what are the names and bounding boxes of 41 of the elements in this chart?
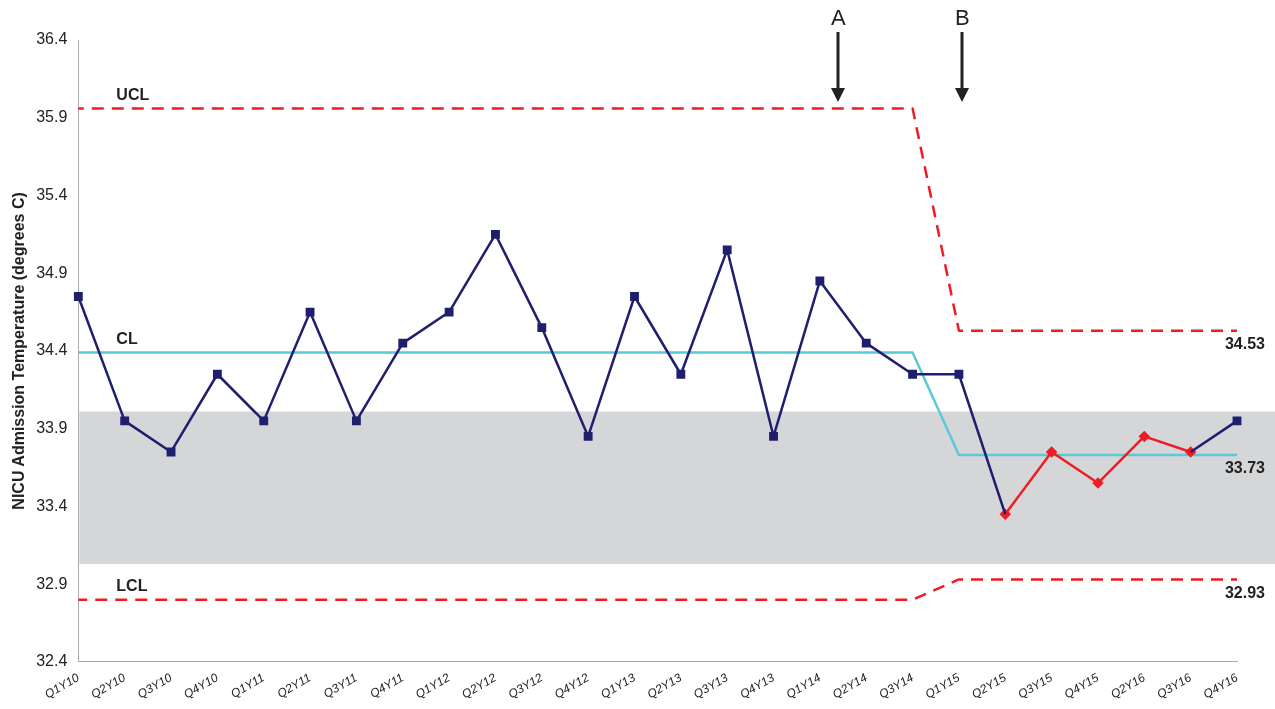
y-tick-label: 33.4 xyxy=(36,496,68,514)
point xyxy=(537,323,547,333)
text: B xyxy=(955,5,970,31)
point xyxy=(1092,477,1104,489)
point xyxy=(630,292,639,301)
point xyxy=(212,369,222,379)
y-tick-label: 32.9 xyxy=(36,574,68,592)
data-label: 33.73 xyxy=(1224,459,1266,477)
y-tick-label: 35.4 xyxy=(36,185,68,203)
point xyxy=(908,369,918,379)
point xyxy=(1046,446,1057,458)
y-tick-label: 32.4 xyxy=(36,652,68,670)
point xyxy=(861,338,871,348)
text: A xyxy=(831,5,847,31)
y-tick-label: 33.9 xyxy=(36,419,68,437)
point xyxy=(305,307,315,317)
y-tick-label: 34.4 xyxy=(36,341,68,359)
data-label: 34.53 xyxy=(1224,335,1266,353)
point xyxy=(1139,431,1150,442)
y-tick-label: 35.9 xyxy=(36,108,68,126)
point xyxy=(351,416,361,426)
point xyxy=(583,432,593,441)
point xyxy=(259,416,269,426)
point xyxy=(120,416,130,426)
y-axis-title: NICU Admission Temperature (degrees C) xyxy=(10,192,28,510)
point xyxy=(954,369,964,379)
point xyxy=(491,229,500,239)
y-tick-label: 36.4 xyxy=(36,30,68,48)
point xyxy=(1232,416,1242,426)
point xyxy=(398,338,408,348)
point xyxy=(722,245,732,255)
point xyxy=(676,369,686,379)
series-label: UCL xyxy=(116,85,150,103)
data-label: 32.93 xyxy=(1224,583,1266,601)
point xyxy=(444,307,454,317)
point xyxy=(73,292,83,301)
point xyxy=(769,432,778,441)
series-label: LCL xyxy=(116,577,148,595)
point xyxy=(815,276,825,286)
series-label: CL xyxy=(116,329,138,347)
y-tick-label: 34.9 xyxy=(36,263,68,281)
